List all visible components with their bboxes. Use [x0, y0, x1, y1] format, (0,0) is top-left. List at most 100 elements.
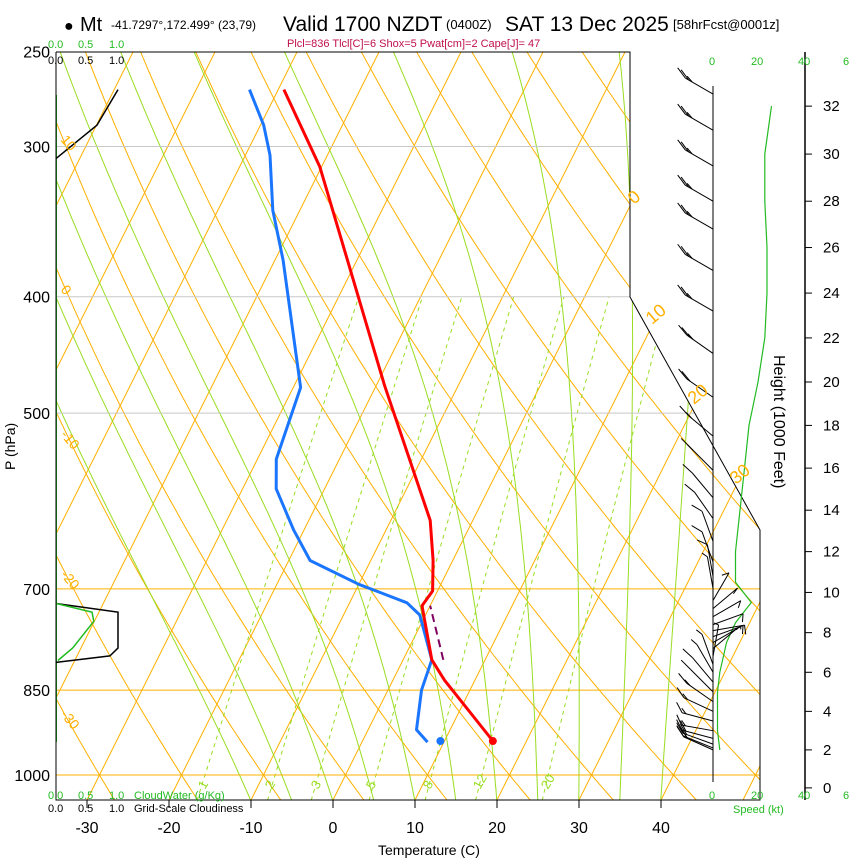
height-tick-label: 16 [823, 460, 840, 477]
parcel-line [429, 605, 445, 661]
barb-staff [686, 682, 714, 703]
wind-barb [712, 625, 744, 638]
date: SAT 13 Dec 2025 [505, 13, 669, 36]
wind-barb [677, 103, 714, 131]
wind-barb [682, 648, 714, 683]
wind-barb [712, 627, 738, 649]
wind-barb [680, 659, 714, 693]
cloudwater-tick: 0.5 [78, 39, 93, 51]
height-tick-label: 0 [823, 780, 831, 797]
wind-barb [677, 67, 714, 95]
utc-time: (0400Z) [446, 17, 492, 32]
barb-staff [712, 624, 720, 657]
moist-adiabat [184, 52, 457, 800]
wind-barb [701, 552, 714, 589]
barb-staff [685, 184, 714, 202]
height-tick-label: 10 [823, 584, 840, 601]
height-tick-label: 2 [823, 742, 831, 759]
speed-tick: 40 [798, 790, 810, 802]
isotherm [660, 52, 760, 800]
stability-indices: Plcl=836 Tlcl[C]=6 Shox=5 Pwat[cm]=2 Cap… [287, 38, 540, 50]
height-axis-label: Height (1000 Feet) [770, 355, 787, 488]
barb-feather [681, 707, 687, 715]
barb-staff [712, 572, 730, 601]
barb-feather [681, 327, 691, 338]
barb-staff [685, 212, 714, 230]
barb-feather [678, 324, 688, 336]
barb-feather [721, 572, 730, 576]
theta-label: 10 [642, 300, 670, 328]
wind-barb [696, 539, 714, 577]
moist-adiabat [383, 52, 539, 800]
wind-barb [712, 572, 730, 601]
height-tick-label: 20 [823, 374, 840, 391]
surface-temperature-dot [488, 737, 497, 746]
background-grid [56, 30, 850, 805]
dry-adiabat [841, 30, 850, 805]
dry-adiabat [403, 52, 760, 800]
dry-adiabat [294, 52, 760, 800]
mixing-ratio-line [368, 296, 515, 800]
barb-staff [712, 587, 738, 609]
barb-feather [691, 504, 703, 512]
barb-feather [680, 204, 690, 216]
dry-adiabat [76, 52, 535, 800]
dry-adiabat [458, 52, 760, 800]
barb-feather [686, 183, 693, 190]
height-tick-label: 18 [823, 417, 840, 434]
barb-feather [713, 622, 719, 626]
cloudiness-tick: 0.5 [78, 803, 93, 815]
temperature-tick-label: 40 [652, 820, 670, 837]
barb-feather [676, 722, 684, 734]
barb-feather [741, 613, 744, 623]
height-tick-label: 8 [823, 625, 831, 642]
barb-staff [706, 544, 714, 577]
barb-feather [677, 243, 686, 255]
moist-adiabat [56, 52, 334, 800]
dry-adiabat [131, 52, 619, 800]
temperature-tick-label: 20 [488, 820, 506, 837]
wind-barb [677, 174, 714, 202]
barb-feather [677, 139, 686, 151]
height-tick-label: 12 [823, 544, 840, 561]
barb-feather [680, 176, 690, 188]
height-tick-label: 6 [823, 664, 831, 681]
speed-tick: 6 [843, 790, 849, 802]
barb-staff [706, 556, 714, 589]
cloudwater-tick: 1.0 [109, 790, 124, 802]
cloudwater-line [56, 602, 95, 662]
barb-feather [676, 726, 685, 738]
dry-adiabat [240, 52, 760, 800]
barb-feather [736, 627, 738, 631]
theta-label: 30 [726, 460, 754, 488]
wind-barb [712, 600, 742, 618]
moist-adiabat [56, 52, 293, 800]
isotherm [86, 52, 473, 800]
cloudiness-tick: 0.0 [48, 55, 63, 67]
height-tick-label: 14 [823, 502, 840, 519]
barb-staff [681, 729, 714, 739]
barb-staff [683, 736, 714, 751]
forecast-info: [58hrFcst@0001z] [673, 17, 779, 32]
barb-feather [678, 368, 688, 380]
wind-barb [684, 483, 714, 519]
barb-feather [687, 444, 694, 451]
barb-staff [683, 697, 714, 712]
pressure-tick-label: 1000 [14, 768, 50, 785]
barb-feather [680, 141, 690, 153]
barb-feather [680, 105, 690, 117]
wind-barb [696, 629, 714, 665]
height-tick-label: 24 [823, 285, 840, 302]
barb-staff [712, 625, 744, 638]
wind-barb [676, 687, 714, 712]
wind-barb [677, 139, 714, 167]
isotherm [56, 52, 227, 800]
speed-label: Speed (kt) [733, 804, 784, 816]
height-tick-label: 22 [823, 330, 840, 347]
barb-feather [678, 673, 688, 684]
wind-barb [680, 438, 714, 471]
barb-feather [741, 625, 744, 635]
sounding-profiles [56, 88, 497, 746]
barb-feather [681, 370, 691, 382]
barb-staff [685, 77, 714, 95]
